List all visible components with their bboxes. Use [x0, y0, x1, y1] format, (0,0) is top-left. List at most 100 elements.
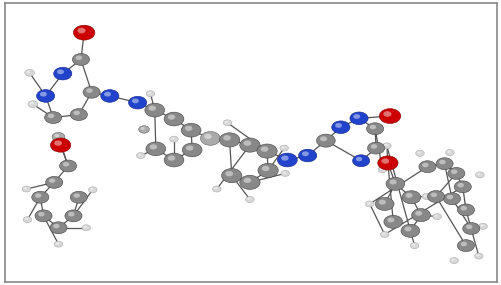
Circle shape [90, 188, 93, 190]
Circle shape [70, 191, 87, 203]
Circle shape [378, 167, 386, 173]
Circle shape [204, 134, 211, 139]
Circle shape [219, 133, 239, 147]
Circle shape [57, 70, 64, 74]
Circle shape [430, 193, 436, 197]
Circle shape [83, 86, 100, 98]
Circle shape [446, 195, 452, 199]
Circle shape [366, 202, 370, 204]
Circle shape [447, 168, 464, 179]
Circle shape [381, 233, 384, 235]
Circle shape [25, 218, 28, 220]
Circle shape [349, 112, 367, 125]
Circle shape [366, 123, 383, 135]
Circle shape [37, 89, 55, 102]
Circle shape [375, 198, 393, 210]
Circle shape [378, 200, 385, 205]
Circle shape [49, 178, 55, 183]
Circle shape [462, 223, 479, 235]
Circle shape [405, 193, 412, 198]
Circle shape [104, 92, 111, 97]
Circle shape [40, 92, 47, 97]
Circle shape [449, 258, 457, 264]
Circle shape [411, 244, 414, 246]
Circle shape [380, 231, 388, 237]
Circle shape [53, 224, 60, 228]
Circle shape [370, 144, 376, 149]
Circle shape [88, 187, 97, 193]
Circle shape [367, 142, 384, 154]
Circle shape [421, 194, 430, 200]
Circle shape [223, 135, 230, 141]
Circle shape [478, 223, 486, 229]
Circle shape [257, 144, 277, 158]
Circle shape [32, 191, 49, 203]
Circle shape [22, 186, 31, 192]
Circle shape [316, 134, 335, 147]
Circle shape [353, 114, 360, 119]
Circle shape [456, 204, 473, 216]
Circle shape [379, 168, 382, 170]
Circle shape [225, 171, 232, 176]
Circle shape [70, 109, 87, 121]
Circle shape [68, 212, 75, 217]
Circle shape [281, 170, 289, 176]
Circle shape [433, 215, 437, 217]
Circle shape [28, 101, 38, 107]
Circle shape [223, 120, 231, 126]
Circle shape [54, 241, 63, 247]
Circle shape [379, 109, 400, 123]
Circle shape [479, 224, 482, 227]
Circle shape [82, 225, 90, 231]
Circle shape [86, 88, 93, 93]
Circle shape [476, 173, 479, 175]
Circle shape [145, 103, 164, 117]
Circle shape [369, 125, 375, 129]
Circle shape [281, 146, 284, 148]
Circle shape [280, 145, 288, 151]
Circle shape [414, 211, 421, 216]
Circle shape [404, 227, 411, 231]
Circle shape [415, 150, 423, 156]
Circle shape [385, 177, 404, 190]
Circle shape [243, 141, 251, 146]
Circle shape [182, 143, 202, 157]
Circle shape [352, 155, 369, 167]
Circle shape [382, 143, 390, 149]
Circle shape [54, 67, 72, 80]
Circle shape [24, 187, 27, 189]
Circle shape [171, 137, 174, 139]
Circle shape [46, 176, 63, 188]
Circle shape [23, 217, 32, 223]
Circle shape [27, 71, 30, 73]
Circle shape [60, 160, 77, 172]
Circle shape [319, 136, 327, 141]
Circle shape [35, 210, 52, 222]
Circle shape [167, 155, 175, 161]
Circle shape [260, 146, 268, 152]
Circle shape [383, 144, 387, 146]
Circle shape [423, 195, 426, 197]
Circle shape [459, 206, 466, 211]
Circle shape [453, 181, 470, 193]
Circle shape [148, 105, 156, 111]
Circle shape [63, 162, 69, 166]
Circle shape [50, 222, 67, 234]
Circle shape [435, 158, 452, 170]
Circle shape [146, 142, 165, 156]
Circle shape [383, 215, 402, 228]
Circle shape [132, 99, 139, 103]
Circle shape [243, 178, 251, 183]
Circle shape [245, 196, 254, 202]
Circle shape [73, 111, 80, 115]
Circle shape [184, 126, 192, 131]
Circle shape [331, 121, 349, 134]
Circle shape [355, 157, 362, 161]
Circle shape [446, 150, 449, 153]
Circle shape [101, 89, 119, 102]
Circle shape [76, 56, 82, 60]
Circle shape [247, 198, 250, 200]
Circle shape [421, 163, 428, 167]
Circle shape [383, 111, 391, 117]
Circle shape [73, 25, 95, 40]
